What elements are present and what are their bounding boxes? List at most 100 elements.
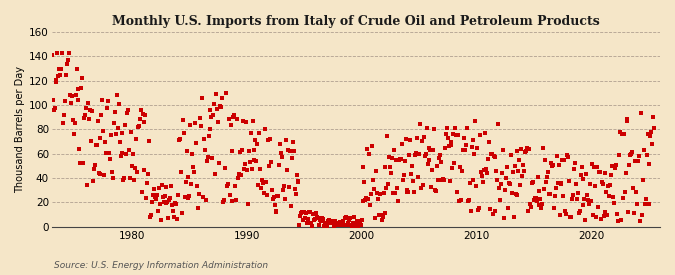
Point bbox=[345, 215, 356, 220]
Point bbox=[273, 194, 284, 199]
Point bbox=[166, 184, 177, 188]
Point bbox=[403, 190, 414, 194]
Point bbox=[324, 218, 335, 222]
Point bbox=[47, 98, 58, 102]
Point bbox=[551, 154, 562, 158]
Point bbox=[412, 136, 423, 140]
Point bbox=[77, 76, 88, 80]
Point bbox=[78, 161, 88, 166]
Point bbox=[271, 210, 282, 214]
Point bbox=[304, 209, 315, 214]
Point bbox=[292, 180, 303, 184]
Point bbox=[115, 154, 126, 158]
Point bbox=[566, 215, 576, 219]
Point bbox=[279, 183, 290, 188]
Point bbox=[360, 198, 371, 202]
Point bbox=[467, 138, 478, 142]
Point bbox=[408, 178, 418, 183]
Point bbox=[377, 215, 388, 219]
Point bbox=[618, 131, 629, 136]
Point bbox=[493, 121, 504, 126]
Point bbox=[66, 94, 77, 98]
Point bbox=[555, 181, 566, 186]
Point bbox=[125, 175, 136, 180]
Point bbox=[353, 221, 364, 226]
Point bbox=[238, 167, 249, 171]
Point bbox=[542, 175, 553, 179]
Point bbox=[609, 200, 620, 205]
Point bbox=[319, 224, 329, 228]
Point bbox=[422, 162, 433, 167]
Point bbox=[600, 210, 611, 214]
Point bbox=[626, 152, 637, 156]
Point bbox=[494, 186, 505, 191]
Point bbox=[580, 218, 591, 222]
Point bbox=[68, 132, 79, 136]
Point bbox=[446, 143, 457, 147]
Point bbox=[283, 148, 294, 152]
Point bbox=[362, 147, 373, 151]
Point bbox=[479, 131, 490, 135]
Point bbox=[215, 103, 225, 108]
Point bbox=[462, 126, 472, 130]
Point bbox=[295, 213, 306, 218]
Point bbox=[537, 202, 547, 206]
Point bbox=[529, 196, 540, 200]
Point bbox=[244, 160, 255, 164]
Point bbox=[157, 183, 167, 188]
Point bbox=[221, 184, 232, 188]
Point bbox=[306, 224, 317, 229]
Point bbox=[603, 184, 614, 188]
Point bbox=[223, 117, 234, 121]
Point bbox=[524, 202, 535, 206]
Point bbox=[52, 51, 63, 55]
Point bbox=[226, 149, 237, 153]
Point bbox=[400, 137, 411, 142]
Point bbox=[289, 186, 300, 191]
Point bbox=[113, 101, 124, 106]
Point bbox=[416, 186, 427, 190]
Point bbox=[458, 147, 468, 152]
Point bbox=[642, 132, 653, 136]
Point bbox=[188, 165, 198, 170]
Point bbox=[186, 182, 196, 187]
Point bbox=[398, 177, 408, 182]
Point bbox=[563, 155, 574, 160]
Point bbox=[190, 121, 200, 125]
Point bbox=[123, 108, 134, 112]
Point bbox=[261, 193, 272, 197]
Point bbox=[379, 211, 390, 215]
Point bbox=[491, 169, 502, 173]
Point bbox=[414, 152, 425, 156]
Point bbox=[238, 119, 248, 123]
Point bbox=[155, 218, 166, 222]
Point bbox=[520, 150, 531, 155]
Point bbox=[526, 181, 537, 186]
Point bbox=[423, 158, 434, 163]
Point bbox=[261, 180, 271, 184]
Point bbox=[432, 164, 443, 168]
Point bbox=[468, 178, 479, 183]
Point bbox=[322, 224, 333, 229]
Point bbox=[237, 147, 248, 152]
Point bbox=[632, 202, 643, 207]
Point bbox=[407, 164, 418, 168]
Point bbox=[539, 187, 549, 191]
Point bbox=[368, 178, 379, 183]
Point bbox=[254, 130, 265, 135]
Point bbox=[82, 183, 92, 187]
Point bbox=[614, 129, 625, 134]
Point bbox=[309, 217, 320, 221]
Point bbox=[90, 142, 101, 147]
Point bbox=[386, 170, 397, 175]
Point bbox=[162, 199, 173, 204]
Point bbox=[588, 213, 599, 217]
Point bbox=[99, 173, 110, 178]
Point bbox=[624, 163, 634, 167]
Point bbox=[134, 117, 145, 122]
Point bbox=[169, 215, 180, 219]
Point bbox=[481, 167, 491, 171]
Point bbox=[321, 220, 331, 225]
Point bbox=[313, 223, 324, 227]
Point bbox=[596, 180, 607, 185]
